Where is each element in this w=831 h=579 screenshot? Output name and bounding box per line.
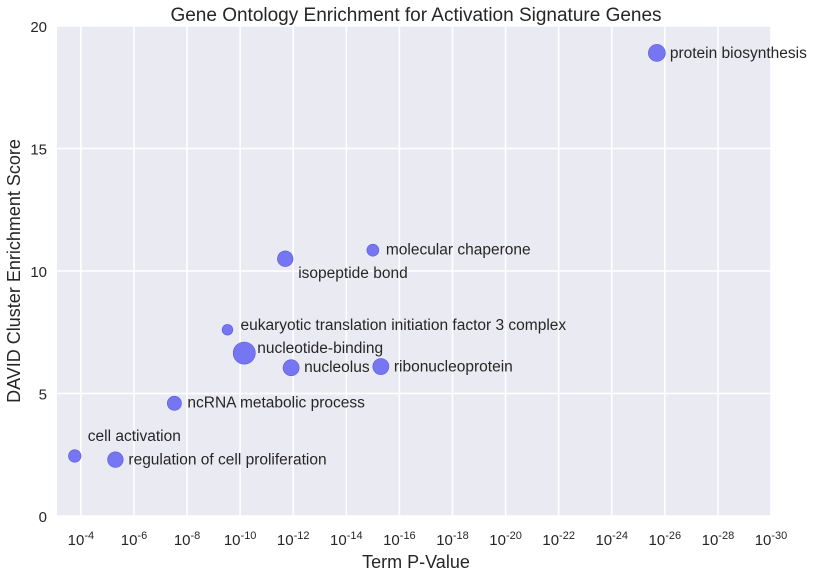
x-tick-label: 10-28 bbox=[702, 530, 735, 549]
data-point bbox=[68, 449, 82, 463]
x-axis-ticks: 10-4 10-6 10-8 10-10 10-12 10-14 10-16 10-18 10-… bbox=[68, 530, 788, 549]
y-axis-ticks: 0 5 10 15 20 bbox=[30, 19, 47, 526]
data-point-label: isopeptide bond bbox=[298, 265, 407, 282]
data-point-label: eukaryotic translation initiation factor… bbox=[240, 317, 566, 334]
y-tick-label: 5 bbox=[39, 387, 47, 404]
data-point-label: ncRNA metabolic process bbox=[187, 394, 365, 411]
data-point bbox=[166, 395, 182, 411]
data-point-labels: protein biosynthesis molecular chaperone i… bbox=[88, 45, 807, 469]
data-point-label: regulation of cell proliferation bbox=[128, 452, 326, 469]
y-tick-label: 0 bbox=[39, 509, 47, 526]
grid-lines bbox=[57, 25, 772, 517]
data-point-label: nucleolus bbox=[304, 359, 370, 376]
x-tick-label: 10-14 bbox=[330, 530, 363, 549]
data-point bbox=[282, 359, 300, 377]
x-tick-label: 10-8 bbox=[174, 530, 200, 549]
x-axis-label: Term P-Value bbox=[362, 552, 470, 572]
data-point-label: cell activation bbox=[88, 428, 181, 445]
data-points bbox=[68, 44, 666, 468]
data-point bbox=[232, 341, 256, 365]
data-point bbox=[221, 324, 234, 336]
y-tick-label: 15 bbox=[30, 142, 47, 159]
data-point-label: molecular chaperone bbox=[386, 241, 531, 258]
data-point-label: protein biosynthesis bbox=[670, 45, 807, 62]
x-tick-label: 10-26 bbox=[649, 530, 682, 549]
x-tick-label: 10-30 bbox=[755, 530, 788, 549]
x-tick-label: 10-16 bbox=[383, 530, 416, 549]
data-point bbox=[648, 44, 666, 62]
x-tick-label: 10-4 bbox=[68, 530, 94, 549]
data-point-label: nucleotide-binding bbox=[257, 340, 383, 357]
data-point bbox=[366, 243, 380, 257]
y-axis-label: DAVID Cluster Enrichment Score bbox=[4, 139, 24, 403]
x-tick-label: 10-20 bbox=[489, 530, 522, 549]
data-point bbox=[107, 451, 124, 468]
data-point-label: ribonucleoprotein bbox=[394, 359, 513, 376]
x-tick-label: 10-18 bbox=[436, 530, 469, 549]
x-tick-label: 10-12 bbox=[277, 530, 310, 549]
chart-title: Gene Ontology Enrichment for Activation … bbox=[170, 5, 661, 26]
y-tick-label: 10 bbox=[30, 264, 47, 281]
y-tick-label: 20 bbox=[30, 19, 47, 36]
data-point bbox=[277, 250, 294, 267]
x-tick-label: 10-6 bbox=[121, 530, 147, 549]
x-tick-label: 10-22 bbox=[542, 530, 575, 549]
data-point bbox=[372, 358, 390, 375]
x-tick-label: 10-24 bbox=[595, 530, 628, 549]
x-tick-label: 10-10 bbox=[224, 530, 257, 549]
